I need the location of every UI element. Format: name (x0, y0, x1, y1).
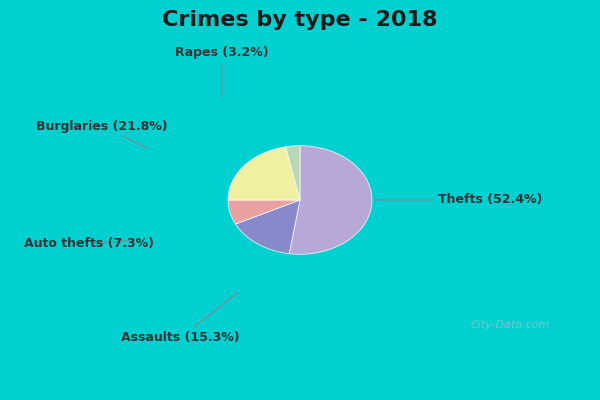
Text: Assaults (15.3%): Assaults (15.3%) (121, 292, 239, 344)
Wedge shape (286, 146, 300, 200)
Wedge shape (228, 147, 300, 200)
Text: Auto thefts (7.3%): Auto thefts (7.3%) (24, 237, 154, 250)
Wedge shape (228, 200, 300, 224)
Text: Rapes (3.2%): Rapes (3.2%) (175, 46, 269, 96)
Text: Crimes by type - 2018: Crimes by type - 2018 (162, 10, 438, 30)
Text: City-Data.com: City-Data.com (470, 320, 550, 330)
Text: Burglaries (21.8%): Burglaries (21.8%) (36, 120, 167, 148)
Wedge shape (289, 146, 372, 254)
Wedge shape (235, 200, 300, 254)
Text: Thefts (52.4%): Thefts (52.4%) (375, 194, 542, 206)
